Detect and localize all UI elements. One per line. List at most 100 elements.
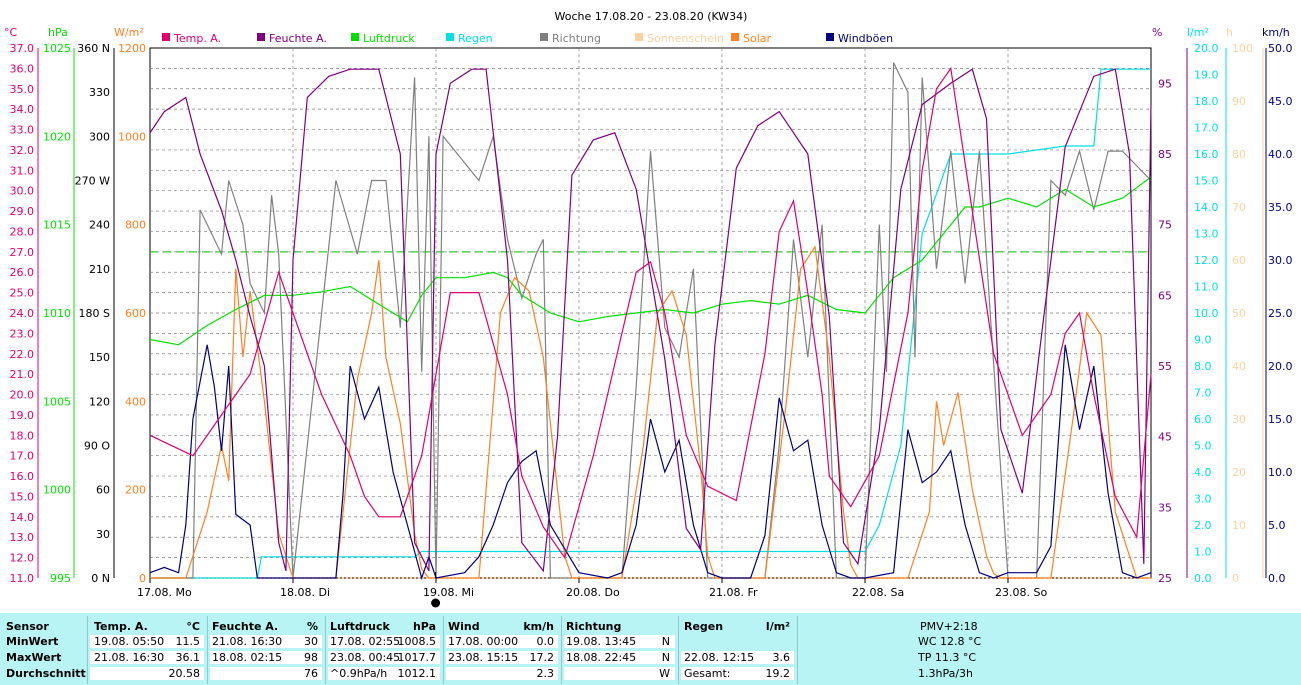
wind-tick: 10.0 — [1268, 466, 1293, 479]
column-divider — [207, 616, 208, 684]
header-wind-unit: km/h — [523, 620, 554, 633]
header-pmv: PMV+2:18 — [920, 620, 978, 633]
rain-tick: 6.0 — [1194, 413, 1212, 426]
temp-tick: 28.0 — [10, 225, 35, 238]
series-line-regen — [150, 68, 1151, 579]
sunshine-tick: 10 — [1232, 519, 1246, 532]
rain-value: 3.6 — [772, 651, 791, 664]
header-temp-unit: °C — [186, 620, 200, 633]
wind-value: 0.0 — [536, 635, 555, 648]
humidity-value: 98 — [304, 651, 318, 664]
cell-bg — [90, 651, 204, 664]
wind-time: 23.08. 15:15 — [448, 651, 519, 664]
humidity-tick: 95 — [1158, 77, 1172, 90]
cell-bg — [681, 651, 794, 664]
wind-value: 2.3 — [536, 667, 555, 680]
rain-tick: 16.0 — [1194, 148, 1219, 161]
temp-tick: 26.0 — [10, 266, 35, 279]
column-divider — [443, 616, 444, 684]
direction-time: 18.08. 22:45 — [566, 651, 637, 664]
rain-tick: 5.0 — [1194, 440, 1212, 453]
temp-tick: 22.0 — [10, 348, 35, 361]
temp-tick: 23.0 — [10, 327, 35, 340]
temp-tick: 24.0 — [10, 307, 35, 320]
wind-unit-label: km/h — [1262, 26, 1290, 39]
pressure-tick: 1025 — [43, 42, 71, 55]
rain-time: Gesamt: — [684, 667, 731, 680]
cell-bg — [328, 651, 440, 664]
direction-tick: 300 — [89, 130, 110, 143]
legend-label: Sonnenschein — [647, 32, 724, 45]
rain-tick: 17.0 — [1194, 122, 1219, 135]
statistics-panel: Sensor Temp. A. °C Feuchte A. % Luftdruc… — [0, 613, 1301, 685]
temp-tick: 12.0 — [10, 552, 35, 565]
solar-tick: 200 — [125, 484, 146, 497]
row-label: MaxWert — [6, 651, 62, 664]
wind-tick: 40.0 — [1268, 148, 1293, 161]
direction-value: N — [661, 651, 670, 664]
direction-tick: 120 — [89, 395, 110, 408]
solar-tick: 0 — [139, 572, 146, 585]
legend-label: Windböen — [838, 32, 893, 45]
x-tick-label: 17.08. Mo — [137, 586, 192, 599]
pressure-tick: 1005 — [43, 395, 71, 408]
cell-bg — [90, 635, 204, 648]
solar-tick: 1000 — [118, 130, 146, 143]
rain-tick: 4.0 — [1194, 466, 1212, 479]
temp-tick: 11.0 — [10, 572, 35, 585]
temp-tick: 13.0 — [10, 531, 35, 544]
header-pressure: Luftdruck — [330, 620, 390, 633]
rain-tick: 11.0 — [1194, 281, 1219, 294]
rain-tick: 7.0 — [1194, 387, 1212, 400]
pressure-tick: 995 — [50, 572, 71, 585]
direction-tick: 270 W — [75, 175, 110, 188]
legend-swatch — [540, 33, 548, 41]
temp-tick: 25.0 — [10, 287, 35, 300]
temp-tick: 19.0 — [10, 409, 35, 422]
pmv-value: TP 11.3 °C — [918, 651, 977, 664]
sunshine-tick: 40 — [1232, 360, 1246, 373]
series-line-temp-a — [149, 66, 1152, 559]
sunshine-tick: 20 — [1232, 466, 1246, 479]
legend-swatch — [635, 33, 643, 41]
sunshine-tick: 90 — [1232, 95, 1246, 108]
humidity-time: 21.08. 16:30 — [212, 635, 283, 648]
wind-tick: 30.0 — [1268, 254, 1293, 267]
pressure-value: 1012.1 — [397, 667, 437, 680]
chart-title: Woche 17.08.20 - 23.08.20 (KW34) — [555, 10, 748, 23]
temp-tick: 17.0 — [10, 450, 35, 463]
legend-label: Luftdruck — [363, 32, 415, 45]
cell-bg — [328, 667, 440, 680]
pressure-time: 23.08. 00:45 — [330, 651, 401, 664]
rain-tick: 18.0 — [1194, 95, 1219, 108]
left-axes: °C hPa W/m² 37.0 36.0 35.0 34.0 33.0 32.0 31.0 30.… — [4, 26, 151, 585]
humidity-tick: 45 — [1158, 431, 1172, 444]
humidity-tick: 85 — [1158, 148, 1172, 161]
humidity-tick: 65 — [1158, 289, 1172, 302]
legend-swatch — [162, 33, 170, 41]
pmv-value: WC 12.8 °C — [918, 635, 982, 648]
direction-value: W — [659, 667, 670, 680]
rain-value: 19.2 — [765, 667, 791, 680]
cell-bg — [446, 635, 558, 648]
direction-tick: 210 — [89, 263, 110, 276]
temp-tick: 21.0 — [10, 368, 35, 381]
legend-label: Richtung — [552, 32, 601, 45]
temp-time: 21.08. 16:30 — [94, 651, 165, 664]
wind-value: 17.2 — [529, 651, 555, 664]
humidity-tick: 35 — [1158, 501, 1172, 514]
rain-tick: 13.0 — [1194, 228, 1219, 241]
pressure-unit-label: hPa — [48, 26, 68, 39]
pressure-time: ^0.9hPa/h — [330, 667, 388, 680]
cell-bg — [564, 667, 675, 680]
temp-tick: 16.0 — [10, 470, 35, 483]
wind-time: 17.08. 00:00 — [448, 635, 519, 648]
wind-tick: 20.0 — [1268, 360, 1293, 373]
series-layer — [149, 62, 1152, 581]
sunshine-tick: 60 — [1232, 254, 1246, 267]
x-tick-label: 20.08. Do — [566, 586, 620, 599]
column-divider — [325, 616, 326, 684]
pressure-tick: 1010 — [43, 307, 71, 320]
sunshine-unit-label: h — [1226, 26, 1233, 39]
sunshine-tick: 100 — [1232, 42, 1253, 55]
